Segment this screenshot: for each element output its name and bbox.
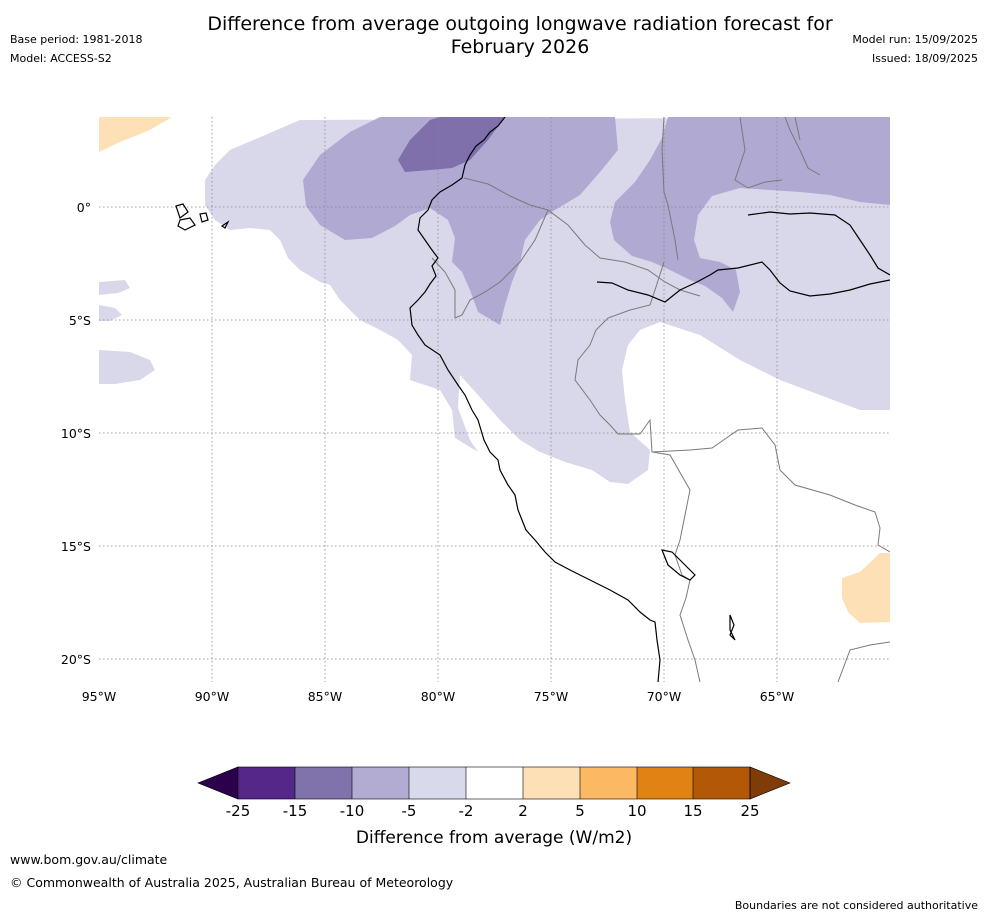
colorbar-segment-7 [580,767,637,799]
boundaries-disclaimer: Boundaries are not considered authoritat… [734,899,978,912]
lat-tick-15s: 15°S [61,539,91,554]
colorbar-segment-2 [295,767,352,799]
lon-tick-70w: 70°W [647,689,682,704]
lat-tick-0: 0° [77,200,91,215]
colorbar-tick: 15 [683,802,702,820]
map-plot-area [99,117,890,682]
anomaly-zone-peach [99,117,890,623]
title-line-2: February 2026 [450,36,590,58]
colorbar-tick: 25 [740,802,759,820]
colorbar-segment-8 [637,767,693,799]
lon-tick-65w: 65°W [760,689,795,704]
colorbar-segment-5 [466,767,523,799]
lon-tick-85w: 85°W [308,689,343,704]
colorbar-tick: -5 [402,802,417,820]
country-borders [431,117,890,682]
lat-tick-10s: 10°S [61,426,91,441]
colorbar-tick: 2 [518,802,528,820]
issued-date: Issued: 18/09/2025 [871,52,978,65]
copyright-notice: © Commonwealth of Australia 2025, Austra… [10,875,454,890]
title-line-1: Difference from average outgoing longwav… [207,13,833,35]
colorbar-extend-high [749,766,791,800]
anomaly-zone-dark [398,117,505,172]
colorbar-tick: 5 [575,802,585,820]
colorbar-extend-low [197,766,239,800]
colorbar-segment-9 [693,767,750,799]
colorbar-segment-1 [238,767,295,799]
base-period: Base period: 1981-2018 [10,33,143,46]
lon-tick-90w: 90°W [195,689,230,704]
lon-tick-80w: 80°W [421,689,456,704]
colorbar-tick: -10 [340,802,365,820]
lat-tick-20s: 20°S [61,652,91,667]
colorbar-tick: -25 [226,802,251,820]
latitude-axis: 0° 5°S 10°S 15°S 20°S [61,200,91,667]
website-link[interactable]: www.bom.gov.au/climate [10,852,168,867]
lat-tick-5s: 5°S [69,313,91,328]
colorbar-title: Difference from average (W/m2) [356,828,632,848]
colorbar-tick: 10 [627,802,646,820]
page-title: Difference from average outgoing longwav… [160,13,880,59]
lon-tick-95w: 95°W [82,689,117,704]
colorbar-segment-4 [409,767,466,799]
coastlines [175,117,890,682]
lon-tick-75w: 75°W [534,689,569,704]
model-run: Model run: 15/09/2025 [852,33,978,46]
colorbar: -25 -15 -10 -5 -2 2 5 10 15 25 Differenc… [197,766,791,848]
model-name: Model: ACCESS-S2 [10,52,112,65]
anomaly-zone-mid [303,117,890,325]
colorbar-tick: -2 [459,802,474,820]
longitude-axis: 95°W 90°W 85°W 80°W 75°W 70°W 65°W [82,689,795,704]
colorbar-tick: -15 [283,802,308,820]
colorbar-segment-6 [523,767,580,799]
colorbar-segment-3 [352,767,409,799]
